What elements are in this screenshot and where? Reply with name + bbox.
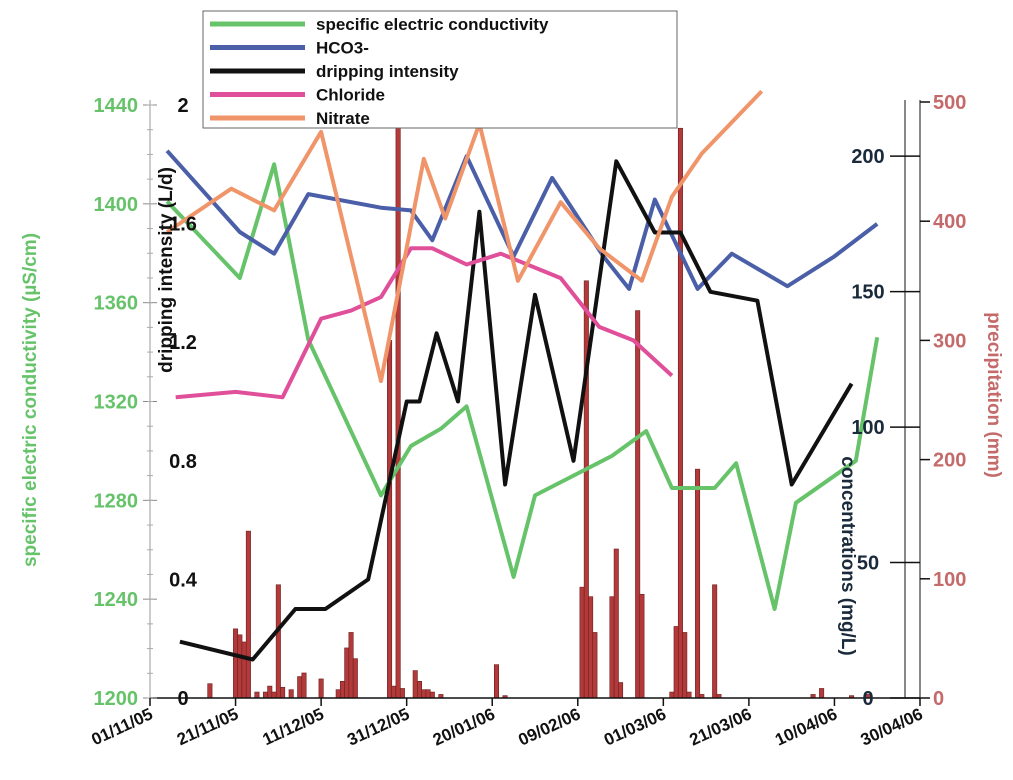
precipitation-bar [262, 691, 268, 699]
precipitation-bar [635, 310, 641, 699]
tick-label-conductivity: 1320 [94, 392, 139, 414]
tick-label-conductivity: 1240 [94, 589, 139, 611]
precipitation-bar [207, 683, 213, 699]
precipitation-bar [233, 628, 239, 699]
tick-label-precipitation: 100 [933, 569, 966, 591]
precipitation-bar [352, 658, 358, 699]
tick-label-conductivity: 1360 [94, 293, 139, 315]
tick-label-precipitation: 300 [933, 330, 966, 352]
tick-label-x: 21/11/05 [174, 704, 241, 749]
precipitation-bar [416, 681, 422, 699]
precipitation-bar [301, 672, 307, 699]
precipitation-bar [421, 689, 427, 699]
precipitation-bar [318, 678, 324, 699]
precipitation-bar [297, 676, 303, 699]
series-line-specific-electric-conductivity [165, 162, 880, 611]
precipitation-bar [391, 685, 397, 699]
series-line-hco3- [165, 149, 879, 291]
precipitation-bar [639, 593, 645, 699]
tick-label-concentrations: 150 [851, 282, 884, 304]
precipitation-bar [339, 681, 345, 699]
precipitation-bar [588, 596, 594, 699]
precipitation-bars [207, 125, 872, 699]
precipitation-bar [609, 596, 615, 699]
axes [143, 100, 930, 706]
precipitation-bar [686, 691, 692, 699]
precipitation-bar [493, 664, 499, 699]
legend-label: HCO3- [316, 39, 369, 58]
precipitation-bar [669, 691, 675, 699]
tick-label-dripping: 0.8 [169, 451, 197, 473]
tick-label-precipitation: 400 [933, 211, 966, 233]
precipitation-bar [344, 647, 350, 699]
series-lines [165, 89, 880, 662]
tick-label-x: 01/03/06 [601, 704, 669, 749]
precipitation-bar [254, 691, 260, 699]
precipitation-bar [241, 641, 247, 699]
tick-label-concentrations: 100 [851, 417, 884, 439]
precipitation-bar [583, 280, 589, 699]
precipitation-bar [335, 689, 341, 699]
tick-label-concentrations: 200 [851, 146, 884, 168]
tick-label-x: 11/12/05 [260, 704, 327, 749]
tick-label-dripping: 0 [177, 688, 188, 710]
precipitation-bar [613, 548, 619, 699]
tick-label-precipitation: 500 [933, 92, 966, 114]
precipitation-bar [618, 682, 624, 699]
tick-label-x: 31/12/05 [344, 704, 412, 749]
precipitation-bar [819, 688, 825, 699]
tick-label-concentrations: 0 [862, 688, 873, 710]
tick-label-dripping: 1.6 [169, 214, 197, 236]
tick-label-conductivity: 1440 [94, 95, 139, 117]
tick-label-dripping: 0.4 [169, 569, 198, 591]
tick-label-precipitation: 0 [933, 688, 944, 710]
precipitation-bar [712, 584, 718, 699]
tick-label-concentrations: 50 [857, 553, 879, 575]
precipitation-bar [429, 691, 435, 699]
precipitation-bar [275, 584, 281, 699]
tick-label-x: 09/02/06 [515, 704, 583, 749]
tick-label-conductivity: 1280 [94, 490, 139, 512]
precipitation-bar [395, 125, 401, 699]
legend-label: dripping intensity [316, 62, 459, 81]
legend-label: Chloride [316, 86, 385, 105]
precipitation-bar [348, 632, 354, 699]
tick-label-x: 30/04/06 [858, 704, 926, 749]
precipitation-bar [682, 632, 688, 699]
precipitation-bar [387, 340, 393, 699]
precipitation-bar [592, 632, 598, 699]
precipitation-bar [412, 670, 418, 699]
precipitation-bar [399, 688, 405, 699]
precipitation-bar [425, 689, 431, 699]
precipitation-bar [271, 691, 277, 699]
precipitation-bar [677, 127, 683, 699]
tick-label-precipitation: 200 [933, 450, 966, 472]
tick-label-x: 21/03/06 [687, 704, 755, 749]
legend: specific electric conductivity HCO3- dripp… [202, 10, 678, 129]
precipitation-bar [579, 586, 585, 699]
axis-title-conductivity: specific electric conductivity (µS/cm) [20, 233, 41, 567]
precipitation-bar [245, 530, 251, 699]
precipitation-bar [237, 634, 243, 699]
tick-label-x: 20/01/06 [430, 704, 498, 749]
series-line-dripping-intensity [179, 159, 854, 662]
tick-label-dripping: 1.2 [169, 332, 197, 354]
tick-label-x: 01/11/05 [89, 704, 156, 749]
series-line-chloride [175, 246, 674, 400]
precipitation-bar [673, 626, 679, 699]
axis-title-precipitation: precipitation (mm) [983, 312, 1004, 478]
axis-title-dripping: dripping intensity (L/d) [156, 167, 177, 373]
precipitation-bar [288, 689, 294, 699]
legend-label: specific electric conductivity [316, 15, 549, 34]
precipitation-bar [267, 685, 273, 699]
tick-label-conductivity: 1400 [94, 194, 139, 216]
precipitation-bar [695, 468, 701, 699]
tick-label-x: 10/04/06 [772, 704, 840, 749]
legend-label: Nitrate [316, 109, 370, 128]
tick-label-conductivity: 1200 [94, 688, 139, 710]
tick-label-dripping: 2 [177, 95, 188, 117]
axis-title-concentrations: concentrations (mg/L) [837, 456, 858, 656]
precipitation-bar [280, 686, 286, 699]
